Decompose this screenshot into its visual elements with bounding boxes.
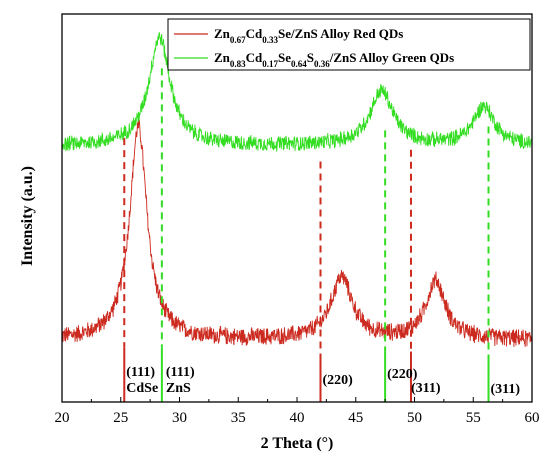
reference-label-3: (220)	[387, 367, 418, 382]
x-tick-label-30: 30	[172, 410, 187, 426]
legend-entry-red: Zn0.67Cd0.33Se/ZnS Alloy Red QDs	[214, 26, 403, 45]
x-tick-label-45: 45	[348, 410, 363, 426]
x-tick-label-50: 50	[407, 410, 422, 426]
reference-label-4: (311)	[411, 381, 441, 396]
x-tick-label-20: 20	[55, 410, 70, 426]
x-axis: 20 25 30 35 40 45 50 55 60	[55, 397, 540, 426]
plot-content	[62, 32, 532, 402]
y-axis-title: Intensity (a.u.)	[19, 166, 36, 266]
x-tick-label-60: 60	[525, 410, 540, 426]
x-axis-title: 2 Theta (°)	[261, 435, 334, 452]
reference-sublabel-1: ZnS	[166, 381, 191, 396]
reference-sublabel-0: CdSe	[126, 381, 158, 396]
x-tick-label-35: 35	[231, 410, 246, 426]
legend: Zn0.67Cd0.33Se/ZnS Alloy Red QDs Zn0.83Cd…	[167, 18, 531, 71]
reference-label-5: (311)	[491, 382, 521, 397]
series-line-green	[62, 32, 532, 152]
series-line-red	[62, 118, 532, 347]
legend-entry-green: Zn0.83Cd0.17Se0.64S0.36/ZnS Alloy Green …	[214, 50, 454, 69]
legend-box	[167, 18, 531, 71]
reference-label-0: (111)	[126, 365, 155, 380]
reference-label-1: (111)	[166, 365, 195, 380]
x-tick-label-55: 55	[466, 410, 481, 426]
reference-label-2: (220)	[323, 373, 354, 388]
x-tick-label-40: 40	[290, 410, 305, 426]
x-tick-label-25: 25	[113, 410, 128, 426]
